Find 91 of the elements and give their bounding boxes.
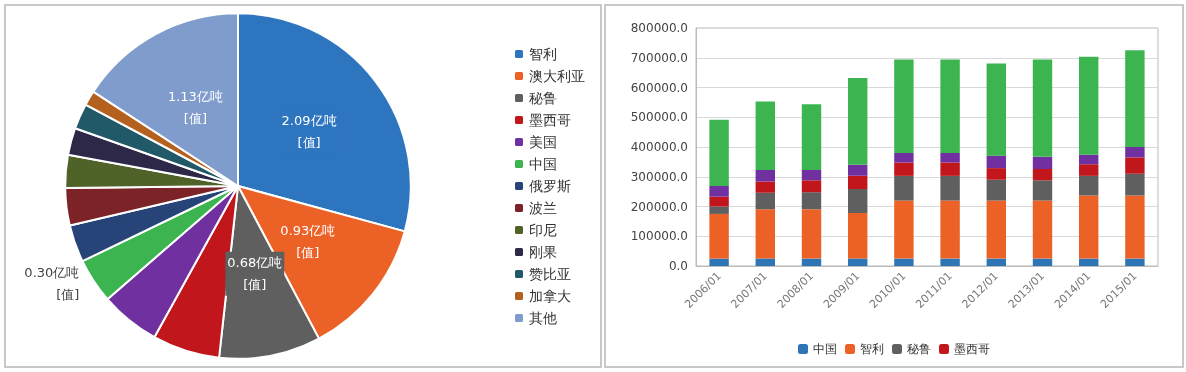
bar bbox=[1032, 59, 1053, 157]
legend-label: 中国 bbox=[529, 156, 557, 172]
bar bbox=[1125, 157, 1145, 174]
bar bbox=[755, 181, 775, 193]
bar bbox=[709, 185, 729, 197]
bar bbox=[848, 213, 868, 259]
bar bbox=[1032, 156, 1053, 170]
bar bbox=[894, 162, 914, 176]
bar bbox=[986, 258, 1006, 266]
bar bbox=[940, 258, 960, 266]
y-tick-label: 400000.0 bbox=[630, 140, 688, 154]
bar bbox=[755, 258, 775, 266]
bar bbox=[986, 155, 1006, 169]
legend-label: 墨西哥 bbox=[954, 342, 990, 356]
y-tick-label: 0.0 bbox=[668, 259, 688, 273]
bar bbox=[894, 200, 914, 259]
data-label: 0.68亿吨 [值] bbox=[227, 255, 283, 293]
bar bbox=[848, 77, 868, 165]
bar bbox=[1125, 173, 1145, 196]
bar bbox=[894, 59, 914, 153]
legend-label: 中国 bbox=[813, 342, 837, 356]
data-label: 0.30亿吨 [值] bbox=[24, 264, 80, 302]
legend-label: 印尼 bbox=[529, 222, 557, 238]
bar bbox=[848, 188, 868, 214]
bar bbox=[1125, 195, 1145, 259]
bar bbox=[848, 164, 868, 176]
bar bbox=[848, 175, 868, 189]
y-tick-label: 700000.0 bbox=[630, 50, 688, 65]
data-label: 0.93亿吨 [值] bbox=[280, 223, 336, 261]
bar bbox=[709, 213, 729, 259]
bar bbox=[755, 101, 775, 170]
y-tick-label: 800000.0 bbox=[630, 21, 688, 35]
bar bbox=[1079, 195, 1099, 259]
bar bbox=[709, 206, 729, 214]
bar bbox=[801, 209, 822, 259]
legend-label: 智利 bbox=[860, 342, 884, 356]
legend-label: 其他 bbox=[529, 310, 557, 326]
bar bbox=[1079, 56, 1099, 155]
bar bbox=[940, 200, 960, 259]
bar bbox=[1032, 169, 1053, 181]
bar bbox=[801, 169, 822, 181]
bar bbox=[940, 152, 960, 163]
bar bbox=[940, 175, 960, 201]
y-tick-label: 200000.0 bbox=[630, 199, 688, 214]
bar bbox=[986, 179, 1006, 201]
y-tick-label: 100000.0 bbox=[630, 229, 688, 244]
bar bbox=[894, 175, 914, 201]
legend-label: 墨西哥 bbox=[529, 112, 571, 128]
bar bbox=[801, 180, 822, 193]
bar bbox=[1125, 50, 1145, 147]
bar bbox=[801, 258, 822, 266]
bar bbox=[801, 192, 822, 210]
legend-label: 澳大利亚 bbox=[529, 68, 585, 84]
bar bbox=[894, 258, 914, 266]
legend-label: 俄罗斯 bbox=[529, 178, 571, 194]
bar bbox=[1125, 147, 1145, 158]
bar bbox=[709, 196, 729, 207]
legend-label: 刚果 bbox=[529, 244, 557, 260]
legend-label: 秘鲁 bbox=[529, 90, 557, 106]
legend-label: 赞比亚 bbox=[529, 266, 571, 282]
bar bbox=[940, 162, 960, 176]
y-tick-label: 600000.0 bbox=[630, 80, 688, 95]
bar bbox=[755, 209, 775, 259]
bar bbox=[1079, 175, 1099, 196]
data-label: 2.09亿吨 [值] bbox=[281, 113, 337, 151]
bar bbox=[940, 59, 960, 153]
legend-label: 加拿大 bbox=[529, 288, 571, 304]
y-tick-label: 300000.0 bbox=[630, 169, 688, 184]
bar bbox=[1125, 258, 1145, 266]
bar bbox=[848, 258, 868, 266]
bar bbox=[986, 200, 1006, 259]
legend-label: 智利 bbox=[529, 46, 557, 62]
bar bbox=[755, 169, 775, 182]
bar bbox=[1079, 258, 1099, 266]
bar bbox=[894, 152, 914, 163]
legend-label: 秘鲁 bbox=[907, 342, 931, 356]
bar bbox=[755, 192, 775, 210]
bar bbox=[1032, 180, 1053, 201]
bar bbox=[1079, 154, 1099, 165]
bar bbox=[801, 104, 822, 170]
bar bbox=[1032, 258, 1053, 266]
bar bbox=[1079, 164, 1099, 176]
bar bbox=[1032, 200, 1053, 259]
bar bbox=[986, 63, 1006, 156]
legend-label: 波兰 bbox=[529, 200, 557, 216]
bar bbox=[709, 258, 729, 266]
y-tick-label: 500000.0 bbox=[630, 110, 688, 125]
bar bbox=[709, 119, 729, 186]
data-label: 1.13亿吨 [值] bbox=[167, 88, 223, 126]
bar bbox=[986, 168, 1006, 180]
legend-label: 美国 bbox=[529, 134, 557, 150]
